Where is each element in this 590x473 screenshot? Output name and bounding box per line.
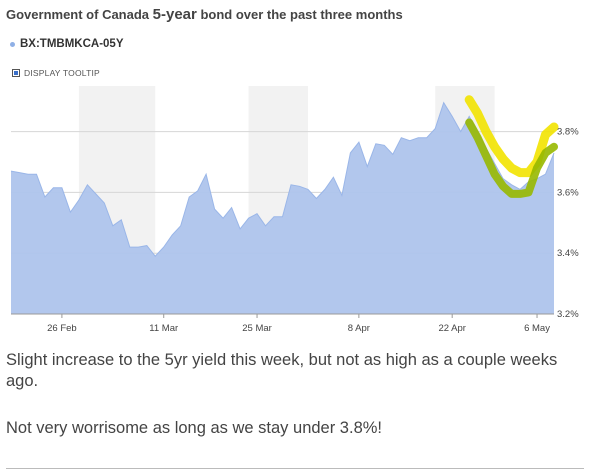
bond-yield-chart: 3.2% 3.4% 3.6% 3.8% 26 Feb 11 Mar 25 Mar 8 Apr 2… — [10, 86, 579, 334]
y-tick-label-1: 3.4% — [557, 248, 579, 259]
note-first: Slight increase to the 5yr yield this we… — [6, 351, 558, 390]
y-tick-label-0: 3.2% — [557, 309, 579, 320]
title-prefix: Government of Canada — [6, 7, 153, 22]
checkbox-icon[interactable] — [12, 69, 20, 77]
display-tooltip-label: DISPLAY TOOLTIP — [24, 68, 100, 78]
y-tick-label-3: 3.8% — [557, 127, 579, 138]
x-tick-label-1: 11 Mar — [149, 323, 178, 334]
series-line — [10, 101, 555, 257]
highlight-yellow-stroke — [464, 95, 559, 178]
x-tick-label-0: 26 Feb — [47, 323, 77, 334]
title-emphasis: 5-year — [152, 6, 197, 23]
legend-series-label: BX:TMBMKCA-05Y — [20, 38, 124, 50]
legend[interactable]: BX:TMBMKCA-05Y — [10, 38, 124, 50]
chart-title: Government of Canada 5-year bond over th… — [6, 6, 403, 23]
display-tooltip-toggle[interactable]: DISPLAY TOOLTIP — [12, 68, 100, 78]
divider — [6, 468, 584, 469]
x-tick-label-2: 25 Mar — [242, 323, 272, 334]
note-second: Not very worrisome as long as we stay un… — [6, 419, 382, 437]
y-tick-label-2: 3.6% — [557, 187, 579, 198]
title-suffix: bond over the past three months — [196, 7, 403, 22]
x-tick-label-4: 22 Apr — [438, 323, 465, 334]
legend-dot-icon — [10, 41, 15, 47]
x-tick-label-3: 8 Apr — [348, 323, 370, 334]
series-area — [11, 102, 554, 314]
x-tick-label-5: 6 May — [524, 323, 550, 334]
highlight-green-stroke — [465, 118, 558, 198]
